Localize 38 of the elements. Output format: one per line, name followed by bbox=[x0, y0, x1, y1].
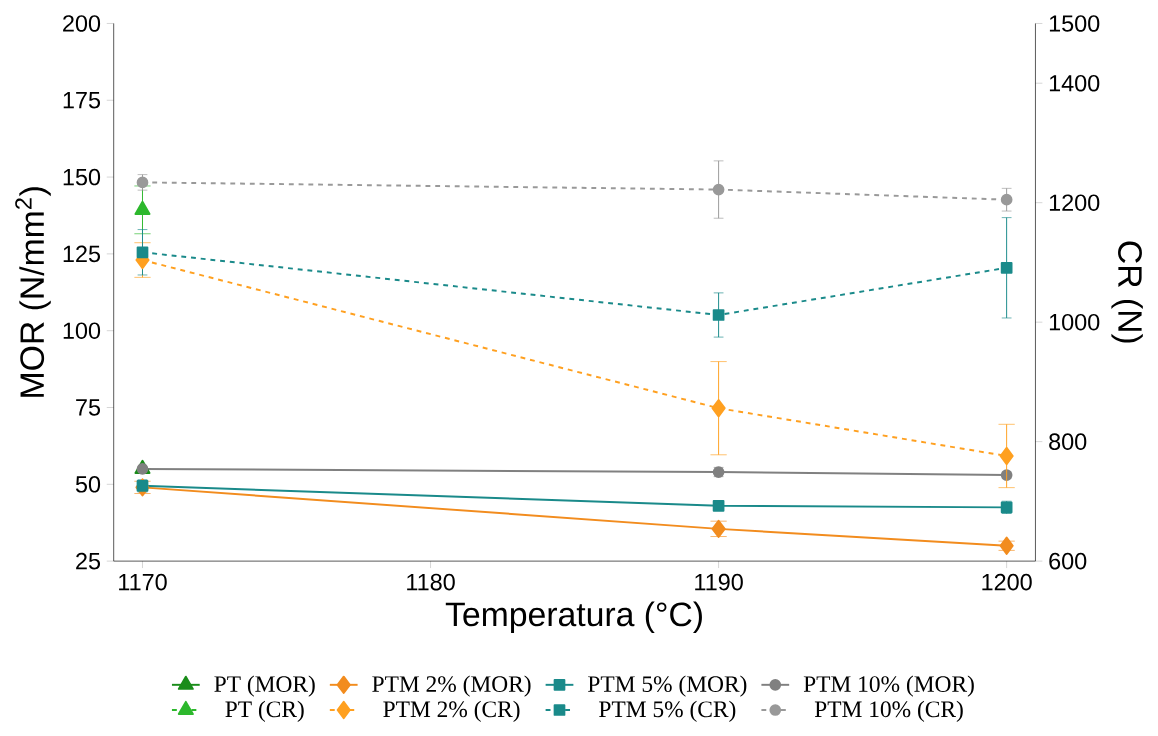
legend-label: PT (CR) bbox=[225, 700, 304, 723]
y-tick-label: 150 bbox=[63, 168, 101, 186]
x-axis-title: Temperatura (°C) bbox=[445, 601, 702, 634]
y2-tick-label: 1500 bbox=[1049, 15, 1100, 32]
point bbox=[999, 447, 1014, 466]
legend-label: PTM 10% (CR) bbox=[814, 700, 963, 723]
y2-tick-label: 1200 bbox=[1049, 194, 1100, 212]
y-tick-label: 75 bbox=[76, 399, 101, 416]
y2-tick-label: 800 bbox=[1049, 433, 1087, 451]
y-tick-label: 200 bbox=[63, 15, 101, 32]
y2-axis-title: CR (N) bbox=[1111, 241, 1143, 343]
y2-tick-label: 600 bbox=[1049, 553, 1087, 570]
x-tick-label: 1200 bbox=[982, 574, 1032, 591]
y-tick-label: 175 bbox=[63, 92, 101, 109]
point bbox=[136, 246, 149, 259]
x-tick-label: 1170 bbox=[119, 574, 167, 591]
point bbox=[712, 309, 725, 322]
y-tick-label: 100 bbox=[63, 322, 101, 340]
legend-label: PTM 2% (MOR) bbox=[372, 675, 531, 697]
y-tick-label: 50 bbox=[75, 476, 101, 493]
x-tick-label: 1190 bbox=[695, 574, 743, 591]
point bbox=[711, 399, 726, 418]
point bbox=[712, 500, 725, 512]
y-axis-title: MOR (N/mm$^{2}$) bbox=[15, 187, 51, 397]
legend-label: PTM 2% (CR) bbox=[383, 700, 520, 723]
legend-label: PTM 5% (MOR) bbox=[588, 675, 747, 697]
point bbox=[999, 536, 1014, 556]
point bbox=[1000, 262, 1013, 274]
y2-tick-label: 1400 bbox=[1049, 75, 1100, 92]
y-tick-label: 25 bbox=[76, 553, 101, 570]
legend-label: PTM 5% (CR) bbox=[599, 700, 736, 723]
legend-label: PT (MOR) bbox=[214, 675, 315, 697]
point bbox=[712, 183, 725, 196]
point bbox=[1000, 194, 1013, 206]
x-tick-label: 1180 bbox=[407, 574, 455, 591]
y-tick-label: 125 bbox=[63, 245, 101, 263]
legend-label: PTM 10% (MOR) bbox=[803, 675, 974, 697]
y2-tick-label: 1000 bbox=[1049, 314, 1100, 331]
